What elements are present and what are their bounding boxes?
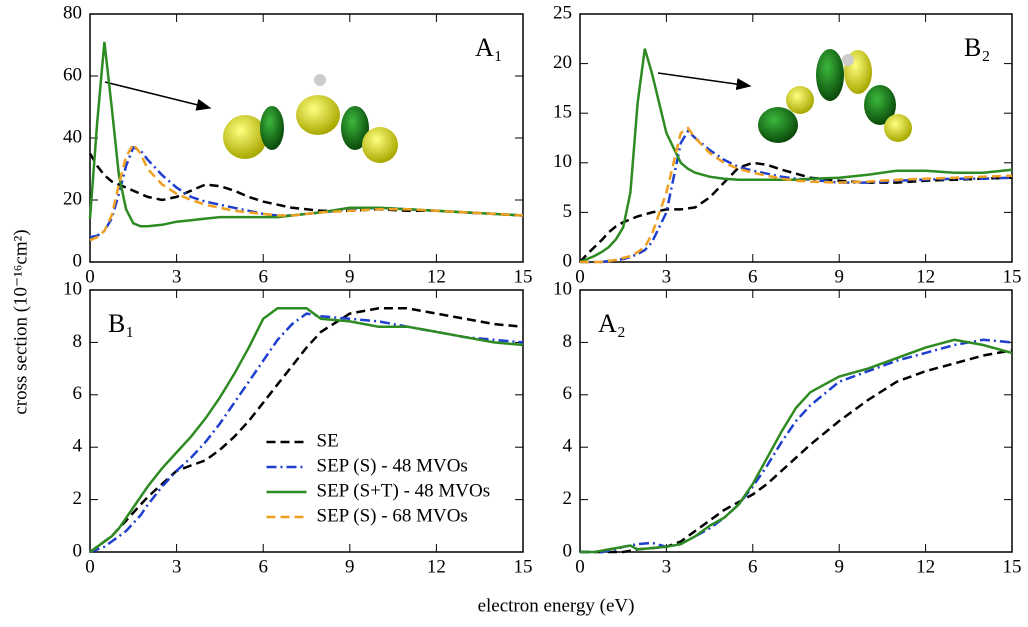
y-axis-label: cross section (10⁻¹⁶cm²) [10, 229, 31, 414]
series-line [580, 129, 1013, 264]
x-tick-label: 0 [85, 556, 95, 577]
x-tick-label: 0 [575, 556, 585, 577]
x-tick-label: 3 [662, 266, 672, 287]
x-tick-label: 6 [258, 266, 268, 287]
legend-label: SEP (S) - 48 MVOs [317, 455, 468, 476]
x-tick-label: 6 [748, 556, 758, 577]
y-tick-label: 4 [563, 436, 573, 457]
series-line [88, 41, 524, 228]
y-tick-label: 2 [73, 488, 83, 509]
y-tick-label: 60 [63, 64, 82, 85]
panel-label: A₂ [598, 309, 626, 338]
series-line [580, 126, 1013, 264]
y-tick-label: 4 [73, 436, 83, 457]
x-tick-label: 12 [427, 556, 446, 577]
y-tick-label: 10 [553, 151, 572, 172]
series-line [89, 141, 524, 242]
y-tick-label: 2 [563, 488, 573, 509]
x-tick-label: 3 [662, 556, 672, 577]
orbital-illustration-a1 [104, 74, 398, 163]
x-tick-label: 15 [514, 556, 533, 577]
series-line [580, 338, 1013, 554]
legend-label: SEP (S+T) - 48 MVOs [317, 480, 491, 501]
series-line [89, 307, 524, 554]
panel-label: B₁ [108, 309, 134, 338]
y-tick-label: 25 [553, 2, 572, 23]
x-tick-label: 6 [258, 556, 268, 577]
x-tick-label: 3 [172, 266, 182, 287]
plot-frame [579, 13, 1013, 263]
legend-label: SEP (S) - 68 MVOs [317, 505, 468, 526]
y-tick-label: 20 [553, 52, 572, 73]
y-tick-label: 8 [73, 331, 83, 352]
plot-frame [89, 289, 524, 553]
series-line [580, 349, 1013, 554]
y-tick-label: 0 [563, 540, 573, 561]
x-tick-label: 0 [85, 266, 95, 287]
panel-label: B₂ [964, 33, 990, 62]
y-tick-label: 5 [563, 201, 573, 222]
x-tick-label: 15 [514, 266, 533, 287]
x-tick-label: 12 [916, 266, 935, 287]
series-line [579, 48, 1013, 264]
x-tick-label: 12 [916, 556, 935, 577]
legend-label: SE [317, 430, 339, 451]
x-tick-label: 15 [1003, 266, 1022, 287]
plot-frame [579, 289, 1013, 553]
y-tick-label: 15 [553, 102, 572, 123]
y-tick-label: 20 [63, 188, 82, 209]
series-line [89, 145, 524, 239]
panel-label: A₁ [475, 33, 503, 62]
y-tick-label: 40 [63, 126, 82, 147]
orbital-illustration-b2 [657, 49, 912, 143]
series-line [88, 152, 524, 217]
y-tick-label: 8 [563, 331, 573, 352]
series-line [579, 161, 1013, 263]
x-tick-label: 6 [748, 266, 758, 287]
y-tick-label: 10 [553, 278, 572, 299]
series-line [580, 338, 1013, 554]
y-tick-label: 0 [563, 250, 573, 271]
y-tick-label: 6 [73, 383, 83, 404]
x-tick-label: 9 [834, 556, 844, 577]
x-tick-label: 0 [575, 266, 585, 287]
x-tick-label: 9 [345, 556, 355, 577]
y-tick-label: 0 [73, 250, 83, 271]
x-tick-label: 15 [1003, 556, 1022, 577]
x-tick-label: 9 [834, 266, 844, 287]
y-tick-label: 6 [563, 383, 573, 404]
x-tick-label: 9 [345, 266, 355, 287]
x-tick-label: 3 [172, 556, 182, 577]
x-axis-label: electron energy (eV) [478, 595, 635, 616]
y-tick-label: 10 [63, 278, 82, 299]
y-tick-label: 0 [73, 540, 83, 561]
y-tick-label: 80 [63, 2, 82, 23]
x-tick-label: 12 [427, 266, 446, 287]
